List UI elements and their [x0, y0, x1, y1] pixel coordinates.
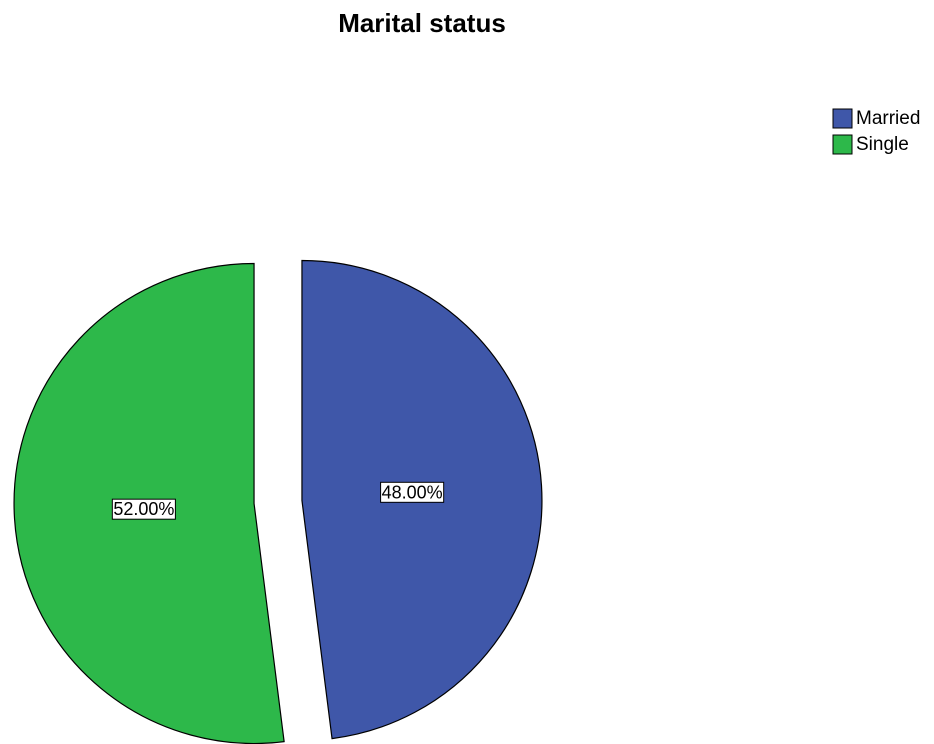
chart-title: Marital status — [338, 8, 506, 38]
legend-swatch — [832, 108, 853, 129]
slice-label-box — [111, 498, 176, 520]
slice-label-group: 48.00% — [380, 481, 445, 503]
slice-label: 52.00% — [113, 499, 174, 519]
slice-label-group: 52.00% — [111, 498, 176, 520]
slice-label-box — [380, 481, 445, 503]
legend-label: Married — [856, 108, 920, 129]
legend-swatch — [832, 134, 853, 155]
legend-label: Single — [856, 134, 909, 155]
slice-label: 48.00% — [382, 482, 443, 502]
